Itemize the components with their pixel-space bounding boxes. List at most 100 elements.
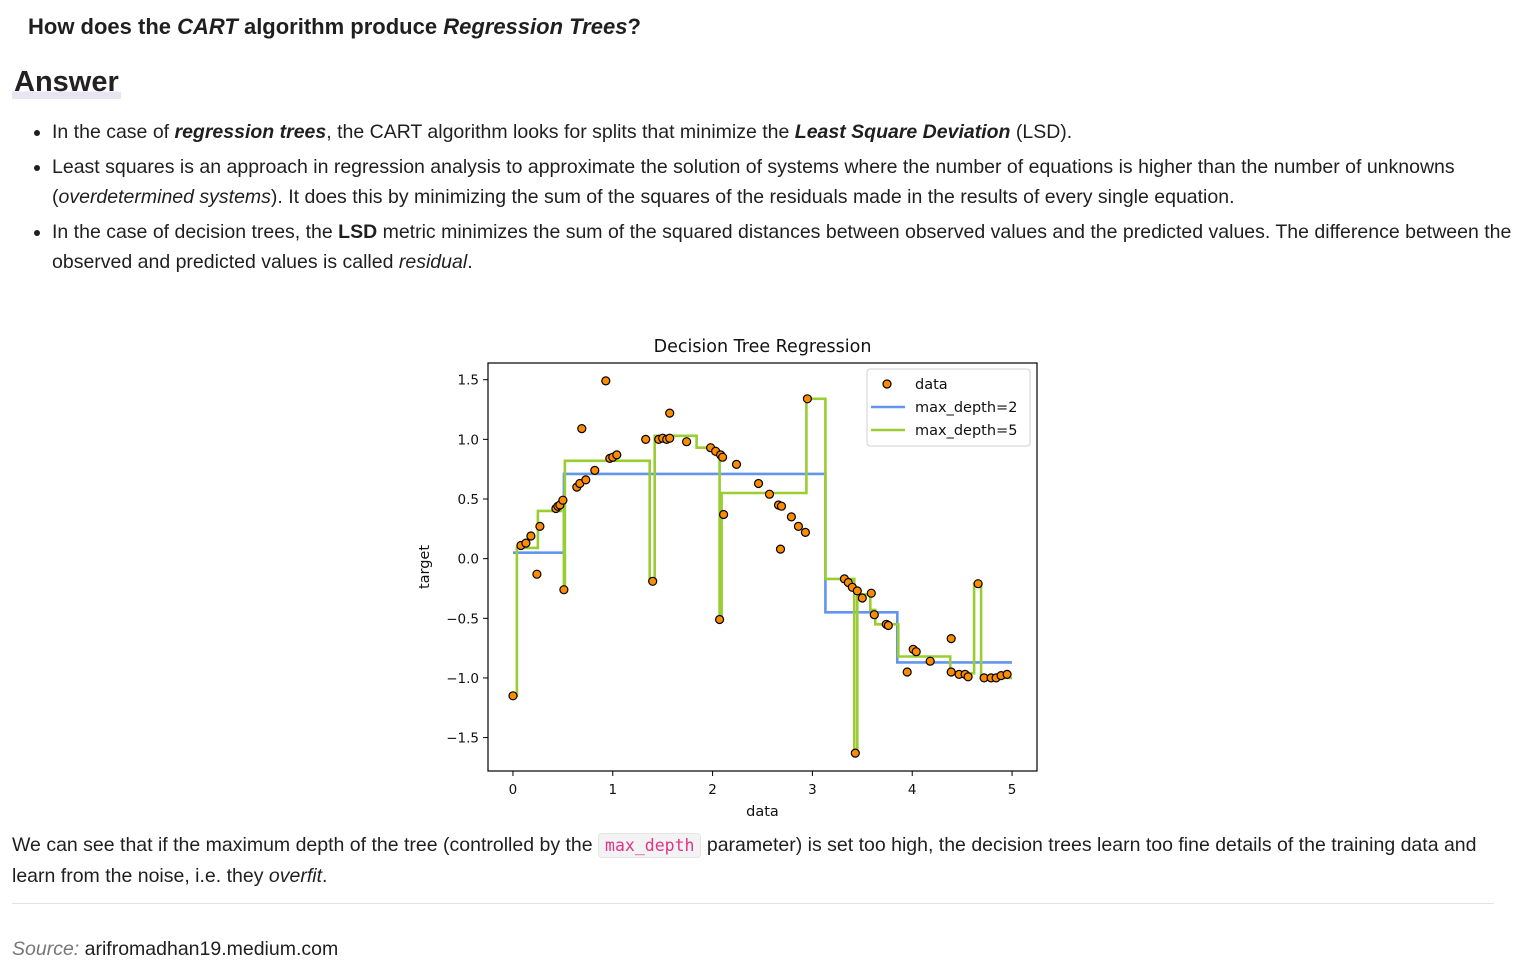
bullet-emphasis: residual — [398, 251, 468, 273]
data-point — [946, 634, 956, 644]
data-point — [802, 394, 812, 404]
conclusion-emphasis: overfit — [268, 865, 322, 887]
bullet-item: Least squares is an approach in regressi… — [52, 152, 1524, 212]
question-emphasis-cart: CART — [177, 14, 238, 39]
x-tick-label: 0 — [509, 782, 518, 798]
data-point — [776, 501, 787, 511]
bullet-bold-term: Least Square Deviation — [794, 121, 1011, 143]
question-part-1: How does the — [28, 14, 178, 39]
source-label: Source: — [12, 938, 80, 960]
source-line: Source: arifromadhan19.medium.com — [12, 938, 338, 961]
data-point — [857, 593, 867, 603]
y-tick-label: 0.0 — [458, 552, 479, 568]
question-heading: How does the CART algorithm produce Regr… — [28, 14, 641, 40]
data-point — [852, 586, 862, 596]
data-point — [946, 667, 956, 677]
bullet-text: metric minimizes the sum of the squared … — [52, 221, 1512, 273]
data-point — [521, 538, 531, 548]
x-tick-label: 3 — [808, 782, 817, 798]
data-point — [715, 614, 725, 625]
data-point — [973, 579, 983, 589]
data-point — [581, 475, 591, 485]
bullet-text: ). It does this by minimizing the sum of… — [270, 186, 1235, 208]
y-tick-label: −1.0 — [446, 671, 479, 687]
data-point — [800, 527, 810, 537]
data-point — [1002, 669, 1012, 679]
chart-title: Decision Tree Regression — [654, 337, 872, 357]
data-point — [526, 531, 536, 541]
plot-frame — [487, 362, 1038, 772]
data-point — [719, 509, 729, 520]
data-point — [718, 452, 728, 462]
x-tick-label: 4 — [908, 782, 917, 798]
legend-entry-max-depth-5: max_depth=5 — [915, 423, 1017, 439]
x-tick-label: 2 — [708, 782, 717, 798]
max-depth-code: max_depth — [598, 833, 702, 858]
data-point — [911, 647, 921, 657]
y-tick-label: −1.5 — [446, 731, 479, 747]
data-point — [590, 465, 600, 475]
conclusion-text: parameter) is set too high, the decision… — [12, 834, 1477, 887]
data-point — [612, 450, 622, 460]
bullet-emphasis: overdetermined systems — [58, 186, 271, 208]
bullet-item: In the case of decision trees, the LSD m… — [52, 217, 1524, 277]
legend-box — [866, 368, 1031, 447]
data-point — [786, 512, 796, 522]
bullet-text: Least squares is an approach in regressi… — [52, 156, 1455, 208]
data-point — [866, 588, 876, 598]
conclusion-text: We can see that if the maximum depth of … — [12, 834, 599, 856]
bullet-text: (LSD). — [1010, 121, 1073, 143]
data-point — [682, 437, 692, 447]
y-axis-label: target — [417, 545, 433, 589]
y-tick-label: 1.5 — [458, 373, 479, 389]
data-point — [665, 408, 675, 418]
data-point — [764, 489, 775, 499]
bullet-text: In the case of — [52, 121, 175, 143]
bullet-text: . — [467, 251, 473, 273]
data-point — [753, 478, 764, 489]
data-point — [558, 495, 568, 505]
bullet-text: In the case of decision trees, the — [52, 221, 339, 243]
legend-entry-data: data — [915, 377, 948, 393]
data-point — [793, 521, 803, 531]
y-tick-label: 0.5 — [458, 492, 479, 508]
question-emphasis-regression-trees: Regression Trees — [443, 14, 628, 39]
chart-svg: Decision Tree Regression 0 1 2 3 4 5 1.5 1.0 0.5 0… — [417, 337, 1038, 820]
conclusion-paragraph: We can see that if the maximum depth of … — [12, 830, 1502, 891]
data-point — [902, 667, 912, 677]
data-point — [601, 376, 611, 386]
data-point — [641, 434, 651, 445]
data-point — [508, 691, 518, 701]
legend-marker-data — [882, 379, 892, 389]
y-tick-label: 1.0 — [458, 432, 479, 448]
bullet-bold-term: LSD — [338, 221, 378, 243]
decision-tree-regression-chart: Decision Tree Regression 0 1 2 3 4 5 1.5 1.0 0.5 0… — [400, 330, 1060, 826]
x-tick-label: 1 — [608, 782, 617, 798]
data-point — [577, 423, 587, 434]
answer-bullet-list: In the case of regression trees, the CAR… — [22, 117, 1524, 282]
data-point — [532, 569, 542, 579]
data-point — [869, 610, 879, 620]
bullet-text: , the CART algorithm looks for splits th… — [326, 121, 795, 143]
y-tick-label: −0.5 — [446, 611, 479, 627]
max-depth-2-line — [513, 472, 1012, 664]
bullet-bold-term: regression trees — [174, 121, 327, 143]
data-point — [665, 433, 675, 443]
data-point — [925, 656, 935, 666]
x-axis-label: data — [746, 804, 779, 820]
data-point — [963, 672, 973, 682]
data-point — [775, 544, 786, 554]
question-part-2: algorithm produce — [237, 14, 444, 39]
legend-entry-max-depth-2: max_depth=2 — [915, 400, 1017, 416]
divider — [12, 903, 1494, 904]
bullet-item: In the case of regression trees, the CAR… — [52, 117, 1524, 147]
data-point — [731, 459, 742, 469]
conclusion-text: . — [322, 865, 328, 887]
answer-heading: Answer — [12, 66, 121, 99]
question-part-3: ? — [627, 14, 641, 39]
data-point — [850, 748, 860, 758]
data-point — [535, 521, 545, 531]
data-point — [559, 585, 569, 595]
max-depth-5-line — [513, 397, 1012, 755]
x-tick-label: 5 — [1008, 782, 1017, 798]
